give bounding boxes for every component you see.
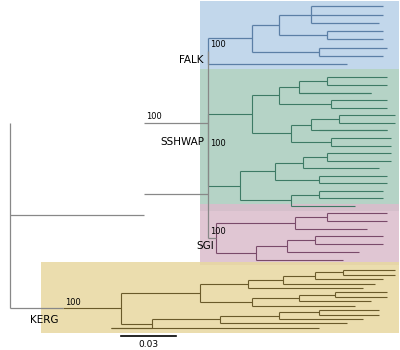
Text: SGI: SGI: [196, 241, 214, 251]
Text: SSHWAP: SSHWAP: [160, 136, 204, 147]
Text: 100: 100: [210, 41, 226, 49]
Bar: [200, 1, 399, 69]
Text: 100: 100: [146, 112, 162, 121]
Bar: [41, 262, 399, 333]
Text: FALK: FALK: [180, 55, 204, 64]
Text: 100: 100: [65, 298, 81, 307]
Text: 100: 100: [210, 139, 226, 148]
Text: 100: 100: [210, 227, 226, 236]
Bar: [200, 69, 399, 211]
Bar: [200, 204, 399, 265]
Text: 0.03: 0.03: [138, 340, 158, 349]
Text: KERG: KERG: [30, 315, 59, 325]
